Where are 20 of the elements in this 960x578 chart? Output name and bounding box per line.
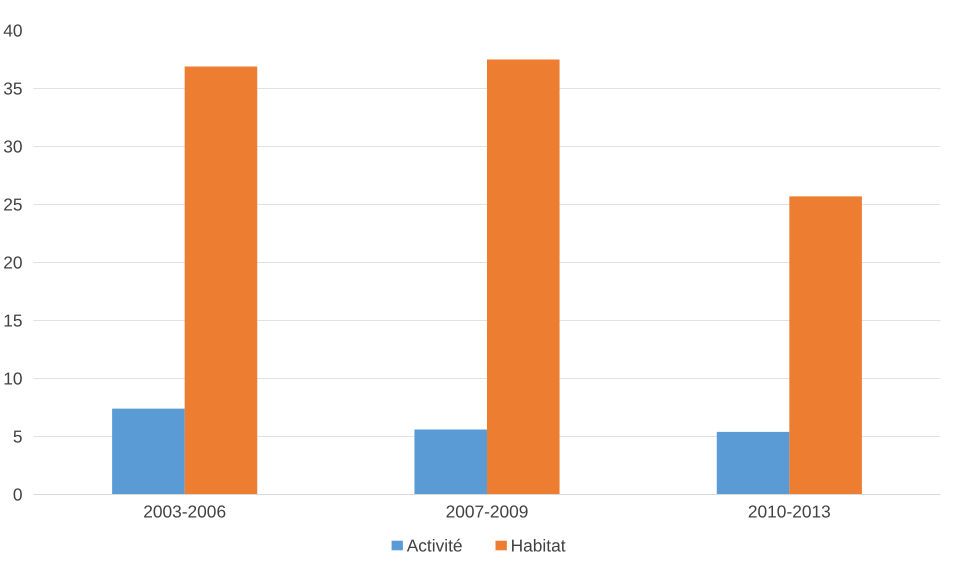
x-tick-label: 2010-2013 <box>748 502 831 522</box>
y-tick-label: 30 <box>3 136 23 156</box>
y-tick-label: 0 <box>12 484 23 504</box>
bar <box>716 432 790 494</box>
bar <box>487 60 560 494</box>
y-tick-label: 10 <box>3 368 23 388</box>
bar <box>112 408 185 494</box>
y-tick-label: 25 <box>3 194 23 214</box>
bar <box>789 196 862 494</box>
y-tick-label: 35 <box>3 78 23 98</box>
y-tick-label: 20 <box>3 252 23 272</box>
x-tick-label: 2007-2009 <box>446 502 528 522</box>
bar <box>184 66 258 494</box>
y-tick-label: 15 <box>3 310 23 330</box>
legend-label: Activité <box>406 536 463 556</box>
x-tick-label: 2003-2006 <box>143 502 226 522</box>
y-tick-label: 40 <box>3 20 23 40</box>
bar <box>414 430 487 494</box>
y-tick-label: 5 <box>12 426 23 446</box>
legend-label: Habitat <box>510 536 566 556</box>
